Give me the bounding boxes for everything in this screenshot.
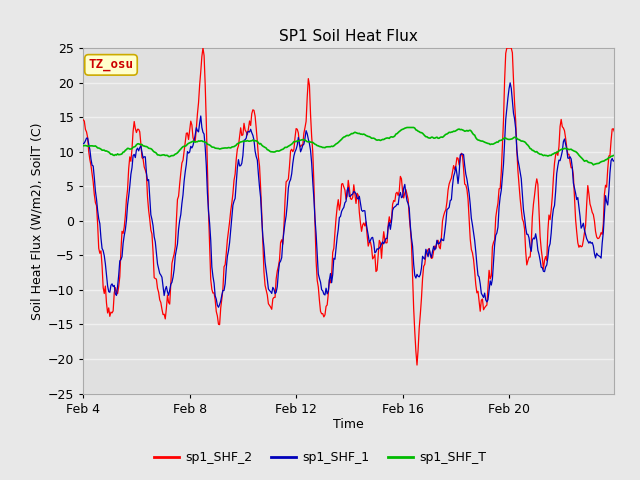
Text: TZ_osu: TZ_osu (88, 59, 134, 72)
X-axis label: Time: Time (333, 419, 364, 432)
Title: SP1 Soil Heat Flux: SP1 Soil Heat Flux (280, 29, 418, 44)
Y-axis label: Soil Heat Flux (W/m2), SoilT (C): Soil Heat Flux (W/m2), SoilT (C) (31, 122, 44, 320)
Legend: sp1_SHF_2, sp1_SHF_1, sp1_SHF_T: sp1_SHF_2, sp1_SHF_1, sp1_SHF_T (148, 446, 492, 469)
